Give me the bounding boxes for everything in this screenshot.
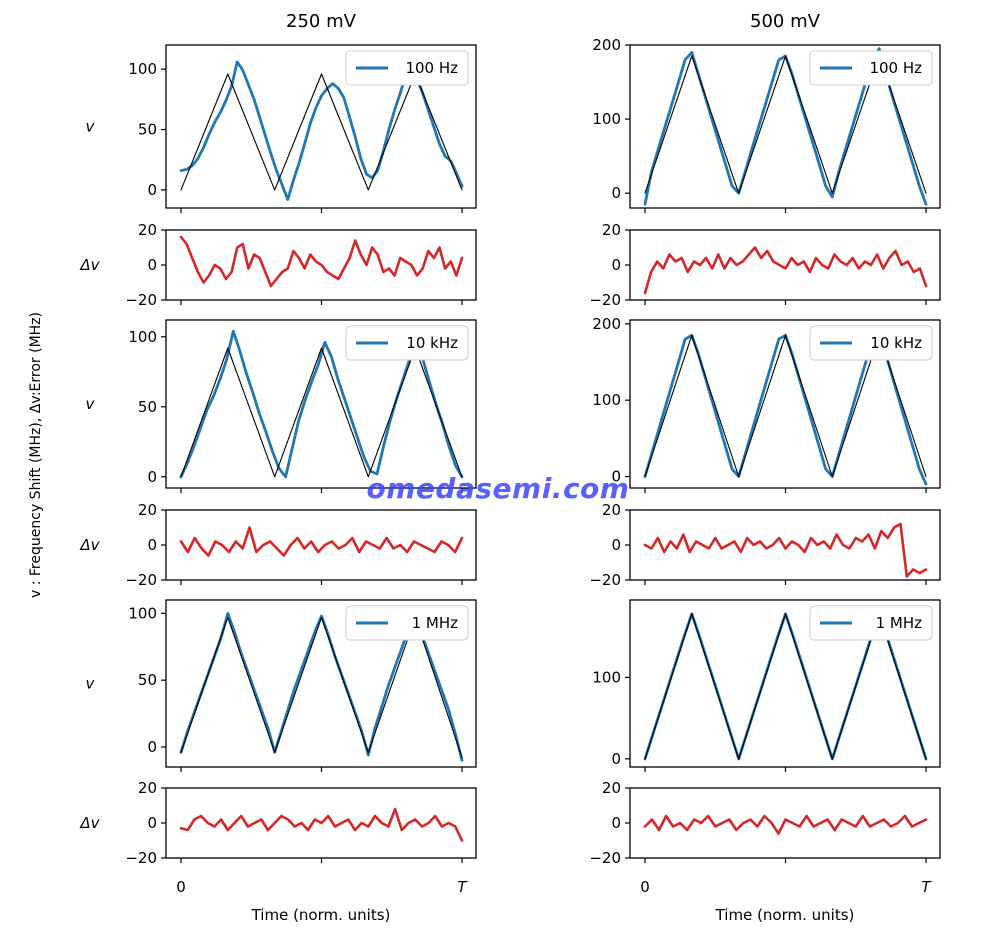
legend-box <box>345 325 469 361</box>
legend-label: 100 Hz <box>869 59 922 77</box>
y-tick-label: 0 <box>147 814 157 832</box>
x-label-right: Time (norm. units) <box>715 906 855 924</box>
legend-box <box>809 325 933 361</box>
y-tick-label: 0 <box>611 750 621 768</box>
legend-label: 10 kHz <box>406 334 458 352</box>
y-tick-label: 0 <box>147 256 157 274</box>
panel-y-label: Δv <box>79 814 100 832</box>
error-series-line <box>179 235 464 288</box>
error-series-line <box>179 807 464 842</box>
y-tick-label: −20 <box>589 571 621 589</box>
column-title-250mv: 250 mV <box>286 11 357 32</box>
legend-label: 10 kHz <box>870 334 922 352</box>
legend-label: 1 MHz <box>412 614 459 632</box>
panel-500mV-100Hz-err: −20 0 20 <box>589 221 941 309</box>
y-tick-label: −20 <box>125 849 157 867</box>
y-tick-label: −20 <box>125 291 157 309</box>
legend: 10 kHz <box>345 325 469 361</box>
y-tick-label: 100 <box>128 604 157 622</box>
y-tick-label: 20 <box>602 779 621 797</box>
panel-500mV-1MHz-err: −20 0 20 <box>589 779 941 867</box>
x-tick-label-zero: 0 <box>640 878 650 896</box>
y-tick-label: 0 <box>611 256 621 274</box>
legend-box <box>345 605 469 641</box>
legend-label: 100 Hz <box>405 59 458 77</box>
y-tick-label: 20 <box>138 779 157 797</box>
legend: 10 kHz <box>809 325 933 361</box>
column-title-500mv: 500 mV <box>750 11 821 32</box>
y-tick-label: 50 <box>138 398 157 416</box>
reference-line <box>180 73 463 191</box>
panel-250mV-100Hz-main: 0 50 100 v 100 Hz <box>86 44 477 213</box>
panel-y-label: Δv <box>79 256 100 274</box>
y-tick-label: −20 <box>589 291 621 309</box>
y-tick-label: 20 <box>138 221 157 239</box>
y-tick-label: 50 <box>138 671 157 689</box>
y-tick-label: 100 <box>592 668 621 686</box>
panel-500mV-100Hz-main: 0 100 200 100 Hz <box>592 36 941 213</box>
panel-250mV-1MHz-err: −20 0 20 Δv <box>79 779 477 867</box>
y-tick-label: 0 <box>611 814 621 832</box>
legend: 1 MHz <box>809 605 933 641</box>
legend-box <box>809 605 933 641</box>
axes-frame <box>629 509 941 581</box>
y-tick-label: 20 <box>138 501 157 519</box>
figure-y-label: v : Frequency Shift (MHz), Δv:Error (MHz… <box>28 312 44 598</box>
y-tick-label: −20 <box>125 571 157 589</box>
y-tick-label: 20 <box>602 221 621 239</box>
panel-250mV-10kHz-err: −20 0 20 Δv <box>79 501 477 589</box>
legend-label: 1 MHz <box>876 614 923 632</box>
y-tick-label: 0 <box>147 468 157 486</box>
x-tick-label-T: T <box>457 878 468 896</box>
error-series-line <box>643 246 928 295</box>
legend-box <box>809 50 933 86</box>
legend-box <box>345 50 469 86</box>
y-tick-label: 200 <box>592 315 621 333</box>
watermark: omedasemi.com <box>366 472 630 505</box>
y-tick-label: 0 <box>147 536 157 554</box>
legend: 100 Hz <box>345 50 469 86</box>
x-tick-label-T: T <box>921 878 932 896</box>
legend: 1 MHz <box>345 605 469 641</box>
panel-y-label: v <box>86 395 96 413</box>
panel-250mV-1MHz-main: 0 50 100 v 1 MHz <box>86 599 477 772</box>
panel-250mV-10kHz-main: 0 50 100 v 10 kHz <box>86 319 477 493</box>
y-tick-label: 100 <box>592 110 621 128</box>
panel-500mV-1MHz-main: 0 100 1 MHz <box>592 599 941 772</box>
panel-250mV-100Hz-err: −20 0 20 Δv <box>79 221 477 309</box>
error-series-line <box>643 522 928 578</box>
y-tick-label: 100 <box>128 60 157 78</box>
axes-frame <box>629 229 941 301</box>
panel-500mV-10kHz-err: −20 0 20 <box>589 501 941 589</box>
y-tick-label: −20 <box>589 849 621 867</box>
legend: 100 Hz <box>809 50 933 86</box>
y-tick-label: 20 <box>602 501 621 519</box>
y-tick-label: 100 <box>592 391 621 409</box>
y-tick-label: 0 <box>147 738 157 756</box>
error-series-line <box>643 814 928 835</box>
panel-500mV-10kHz-main: 0 100 200 10 kHz <box>592 315 941 493</box>
y-tick-label: 50 <box>138 121 157 139</box>
x-tick-label-zero: 0 <box>176 878 186 896</box>
panel-y-label: v <box>86 118 96 136</box>
x-label-left: Time (norm. units) <box>251 906 391 924</box>
error-series-line <box>179 526 464 557</box>
y-tick-label: 0 <box>611 536 621 554</box>
y-tick-label: 0 <box>147 181 157 199</box>
panel-y-label: Δv <box>79 536 100 554</box>
y-tick-label: 200 <box>592 36 621 54</box>
y-tick-label: 0 <box>611 468 621 486</box>
y-tick-label: 0 <box>611 184 621 202</box>
panel-y-label: v <box>86 675 96 693</box>
y-tick-label: 100 <box>128 328 157 346</box>
